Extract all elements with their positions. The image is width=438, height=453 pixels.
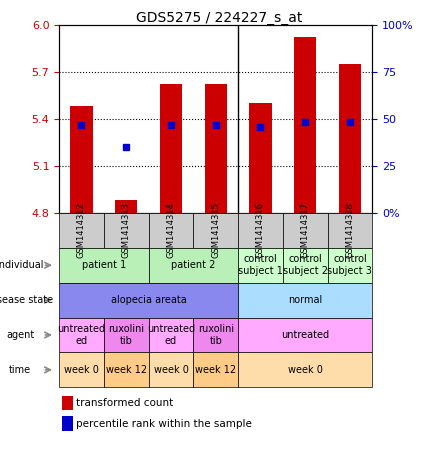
- Text: week 0: week 0: [154, 365, 188, 375]
- Bar: [71, 106, 93, 213]
- Text: alopecia areata: alopecia areata: [111, 295, 187, 305]
- Bar: [205, 84, 227, 213]
- Bar: [193, 318, 238, 352]
- Bar: [148, 352, 193, 387]
- Bar: [193, 352, 238, 387]
- Bar: [148, 213, 193, 248]
- Bar: [59, 352, 104, 387]
- Bar: [59, 283, 238, 318]
- Bar: [104, 352, 148, 387]
- Bar: [238, 352, 372, 387]
- Bar: [238, 318, 372, 352]
- Bar: [148, 318, 193, 352]
- Text: untreated
ed: untreated ed: [57, 324, 106, 346]
- Bar: [339, 64, 361, 213]
- Text: week 12: week 12: [106, 365, 147, 375]
- Text: GSM1414314: GSM1414314: [166, 202, 176, 258]
- Text: control
subject 2: control subject 2: [283, 255, 328, 276]
- Bar: [328, 213, 372, 248]
- Text: untreated: untreated: [281, 330, 329, 340]
- Text: GSM1414316: GSM1414316: [256, 202, 265, 258]
- Bar: [283, 248, 328, 283]
- Bar: [193, 213, 238, 248]
- Text: transformed count: transformed count: [76, 398, 173, 408]
- Bar: [104, 213, 148, 248]
- Text: normal: normal: [288, 295, 322, 305]
- Bar: [238, 283, 372, 318]
- Bar: [160, 84, 182, 213]
- Bar: [328, 248, 372, 283]
- Bar: [283, 213, 328, 248]
- Bar: [59, 248, 148, 283]
- Bar: [148, 248, 238, 283]
- Text: ruxolini
tib: ruxolini tib: [108, 324, 144, 346]
- Text: week 0: week 0: [64, 365, 99, 375]
- Text: patient 2: patient 2: [171, 260, 215, 270]
- Text: individual: individual: [0, 260, 44, 270]
- Text: GSM1414312: GSM1414312: [77, 202, 86, 258]
- Text: GSM1414317: GSM1414317: [301, 202, 310, 258]
- Text: time: time: [9, 365, 31, 375]
- Bar: [249, 103, 272, 213]
- Bar: [104, 318, 148, 352]
- Bar: [238, 213, 283, 248]
- Text: GSM1414318: GSM1414318: [346, 202, 354, 258]
- Bar: [115, 200, 138, 213]
- Text: patient 1: patient 1: [82, 260, 126, 270]
- Text: untreated
ed: untreated ed: [147, 324, 195, 346]
- Text: week 0: week 0: [288, 365, 323, 375]
- Text: percentile rank within the sample: percentile rank within the sample: [76, 419, 252, 429]
- Text: GSM1414315: GSM1414315: [211, 202, 220, 258]
- Bar: [238, 248, 283, 283]
- Text: control
subject 1: control subject 1: [238, 255, 283, 276]
- Text: GSM1414313: GSM1414313: [122, 202, 131, 258]
- Text: GDS5275 / 224227_s_at: GDS5275 / 224227_s_at: [136, 11, 302, 25]
- Text: disease state: disease state: [0, 295, 53, 305]
- Bar: [59, 318, 104, 352]
- Text: control
subject 3: control subject 3: [328, 255, 372, 276]
- Bar: [294, 38, 316, 213]
- Bar: [62, 396, 73, 410]
- Text: agent: agent: [6, 330, 34, 340]
- Bar: [59, 213, 104, 248]
- Text: week 12: week 12: [195, 365, 236, 375]
- Bar: [62, 416, 73, 430]
- Text: ruxolini
tib: ruxolini tib: [198, 324, 234, 346]
